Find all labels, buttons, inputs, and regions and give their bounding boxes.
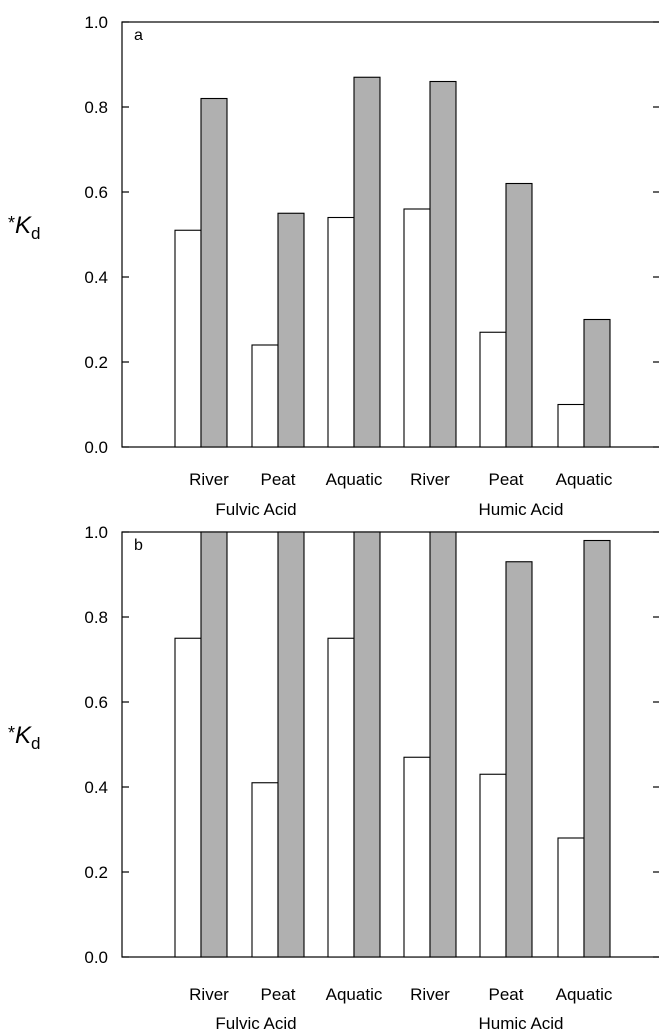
plot-frame-b (121, 531, 659, 958)
y-axis-label-sub: d (31, 734, 40, 753)
category-label: River (410, 470, 450, 489)
bar-gray (200, 97, 228, 448)
y-axis-ticks-b: 0.0 0.2 0.4 0.6 0.8 1.0 (84, 523, 659, 967)
panel-a: a *Kd 0.0 0.2 0.4 0.6 0.8 1.0 River Peat Aquati… (8, 13, 659, 519)
y-tick-label: 0.6 (84, 183, 108, 202)
category-label: River (189, 985, 229, 1004)
bars-a (174, 76, 611, 448)
category-label: Aquatic (326, 985, 383, 1004)
y-axis-label-a: *Kd (8, 212, 41, 243)
bar-gray (200, 531, 228, 958)
category-label: Peat (261, 470, 296, 489)
y-tick-label: 0.8 (84, 98, 108, 117)
bar-white (174, 637, 202, 958)
y-axis-label-prefix: * (8, 723, 15, 743)
group-label: Humic Acid (478, 1014, 563, 1032)
category-label: Aquatic (556, 985, 613, 1004)
y-axis-label-sub: d (31, 224, 40, 243)
bar-gray (353, 76, 381, 448)
category-labels-b: River Peat Aquatic River Peat Aquatic (189, 985, 613, 1004)
bar-gray (277, 212, 305, 448)
y-tick-label: 0.0 (84, 438, 108, 457)
group-labels-b: Fulvic Acid Humic Acid (215, 1014, 563, 1032)
category-label: Aquatic (326, 470, 383, 489)
y-tick-label: 0.2 (84, 353, 108, 372)
bar-white (403, 756, 431, 958)
category-labels-a: River Peat Aquatic River Peat Aquatic (189, 470, 613, 489)
bars-b (174, 531, 611, 958)
bar-gray (429, 80, 457, 448)
panel-letter-a: a (134, 27, 143, 44)
y-tick-label: 0.6 (84, 693, 108, 712)
y-axis-label-main: K (15, 212, 32, 239)
category-label: Peat (489, 470, 524, 489)
bar-white (479, 773, 507, 958)
bar-white (251, 782, 279, 958)
group-labels-a: Fulvic Acid Humic Acid (215, 500, 563, 519)
y-axis-label-main: K (15, 722, 32, 749)
bar-white (557, 837, 585, 958)
plot-frame-a (121, 21, 659, 448)
category-label: River (189, 470, 229, 489)
bar-gray (505, 561, 533, 958)
bar-gray (583, 539, 611, 958)
y-axis-label-b: *Kd (8, 722, 41, 753)
panel-letter-b: b (134, 537, 143, 554)
bar-white (327, 216, 355, 448)
y-tick-label: 0.2 (84, 863, 108, 882)
category-label: Aquatic (556, 470, 613, 489)
bar-gray (583, 318, 611, 448)
bar-white (251, 344, 279, 448)
bar-white (403, 208, 431, 448)
y-tick-label: 0.4 (84, 778, 108, 797)
bar-white (174, 229, 202, 448)
category-label: River (410, 985, 450, 1004)
y-axis-label-prefix: * (8, 213, 15, 233)
bar-gray (353, 531, 381, 958)
bar-gray (429, 531, 457, 958)
y-axis-ticks-a: 0.0 0.2 0.4 0.6 0.8 1.0 (84, 13, 659, 457)
category-label: Peat (489, 985, 524, 1004)
group-label: Humic Acid (478, 500, 563, 519)
bar-gray (277, 531, 305, 958)
y-tick-label: 1.0 (84, 13, 108, 32)
y-tick-label: 0.4 (84, 268, 108, 287)
bar-white (479, 331, 507, 448)
panel-b: b *Kd 0.0 0.2 0.4 0.6 0.8 1.0 River Peat Aquati… (8, 523, 659, 1032)
group-label: Fulvic Acid (215, 1014, 296, 1032)
y-tick-label: 1.0 (84, 523, 108, 542)
bar-white (557, 403, 585, 448)
y-tick-label: 0.8 (84, 608, 108, 627)
bar-white (327, 637, 355, 958)
category-label: Peat (261, 985, 296, 1004)
y-tick-label: 0.0 (84, 948, 108, 967)
group-label: Fulvic Acid (215, 500, 296, 519)
bar-gray (505, 182, 533, 448)
